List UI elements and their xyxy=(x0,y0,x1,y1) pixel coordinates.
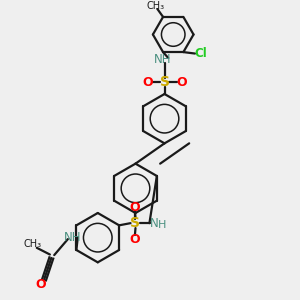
Text: Cl: Cl xyxy=(194,47,207,60)
Text: NH: NH xyxy=(154,53,172,66)
Text: O: O xyxy=(130,201,140,214)
Text: N: N xyxy=(150,217,159,230)
Text: O: O xyxy=(142,76,153,89)
Text: CH₃: CH₃ xyxy=(23,239,41,249)
Text: NH: NH xyxy=(64,231,82,244)
Text: CH₃: CH₃ xyxy=(147,1,165,11)
Text: S: S xyxy=(130,216,140,230)
Text: S: S xyxy=(160,75,170,89)
Text: O: O xyxy=(130,232,140,246)
Text: O: O xyxy=(176,76,187,89)
Text: H: H xyxy=(158,220,167,230)
Text: O: O xyxy=(36,278,46,291)
